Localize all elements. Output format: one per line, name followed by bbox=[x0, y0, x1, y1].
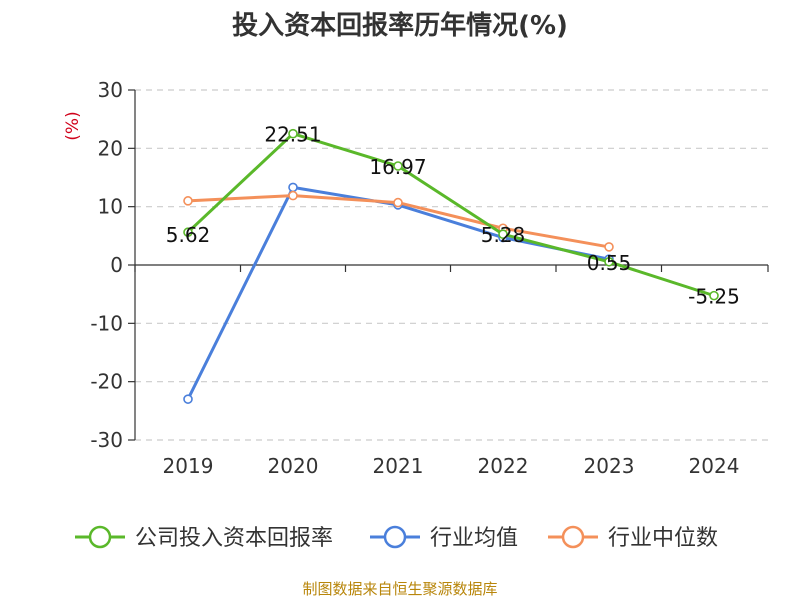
data-point bbox=[709, 290, 719, 301]
legend-label: 公司投入资本回报率 bbox=[135, 526, 333, 551]
data-point bbox=[288, 182, 298, 193]
legend-swatch-marker bbox=[383, 525, 407, 549]
y-tick-label: 10 bbox=[98, 195, 123, 219]
y-tick-label: 30 bbox=[98, 78, 123, 102]
x-tick-label: 2019 bbox=[163, 454, 214, 478]
data-point bbox=[183, 227, 193, 238]
x-tick-label: 2024 bbox=[689, 454, 740, 478]
data-point bbox=[183, 196, 193, 206]
y-tick-label: -10 bbox=[90, 311, 123, 335]
data-point bbox=[288, 128, 298, 139]
source-note: 制图数据来自恒生聚源数据库 bbox=[302, 580, 497, 598]
data-point bbox=[183, 394, 193, 404]
data-point bbox=[393, 161, 403, 171]
data-point bbox=[604, 256, 614, 267]
y-tick-label: 20 bbox=[98, 136, 123, 160]
data-point bbox=[498, 229, 508, 239]
x-tick-label: 2023 bbox=[584, 454, 635, 478]
legend-swatch-marker bbox=[88, 525, 112, 549]
axes: -30 -20 -10 0 10 20 30 2019 2020 2021 2022 2023 2024 bbox=[90, 78, 769, 478]
series-lines bbox=[183, 128, 719, 404]
y-tick-label: -20 bbox=[90, 370, 123, 394]
x-tick-label: 2020 bbox=[268, 454, 319, 478]
data-label: -5.25 bbox=[688, 285, 740, 309]
chart-title: 投入资本回报率历年情况(%) bbox=[232, 10, 568, 41]
series-line bbox=[186, 132, 715, 298]
legend-swatch-marker bbox=[561, 525, 585, 549]
x-tick-label: 2022 bbox=[478, 454, 529, 478]
data-point bbox=[393, 197, 403, 208]
x-tick-label: 2021 bbox=[373, 454, 424, 478]
series-line bbox=[186, 185, 610, 400]
data-labels: 5.62 22.51 16.97 5.28 0.55 -5.25 bbox=[166, 123, 740, 309]
legend-label: 行业均值 bbox=[430, 526, 518, 551]
data-label: 5.62 bbox=[166, 223, 211, 247]
legend: 公司投入资本回报率 行业均值 行业中位数 bbox=[75, 525, 718, 551]
data-label: 5.28 bbox=[481, 223, 526, 247]
data-point bbox=[604, 242, 614, 252]
y-tick-label: -30 bbox=[90, 428, 123, 452]
y-axis-unit: (%) bbox=[63, 111, 83, 140]
legend-label: 行业中位数 bbox=[608, 526, 718, 551]
data-label: 16.97 bbox=[369, 155, 426, 179]
data-label: 0.55 bbox=[587, 251, 632, 275]
data-label: 22.51 bbox=[264, 123, 321, 147]
data-point bbox=[288, 190, 298, 201]
y-tick-label: 0 bbox=[110, 253, 123, 277]
